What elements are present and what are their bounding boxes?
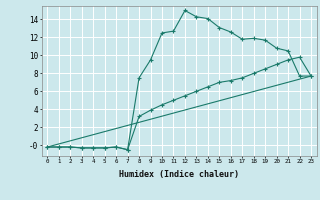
X-axis label: Humidex (Indice chaleur): Humidex (Indice chaleur) — [119, 170, 239, 179]
